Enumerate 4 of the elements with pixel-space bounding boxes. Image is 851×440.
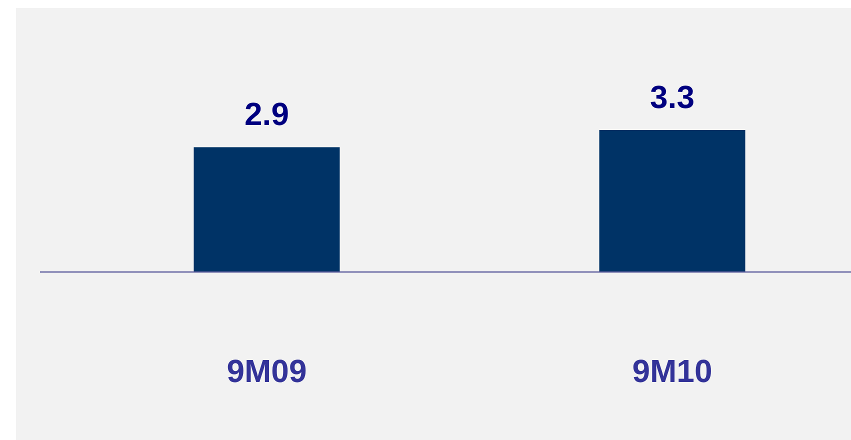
x-tick-label: 9M09 (226, 353, 307, 389)
data-label: 3.3 (650, 79, 694, 115)
data-label: 2.9 (244, 96, 289, 132)
x-tick-label: 9M10 (632, 353, 712, 389)
